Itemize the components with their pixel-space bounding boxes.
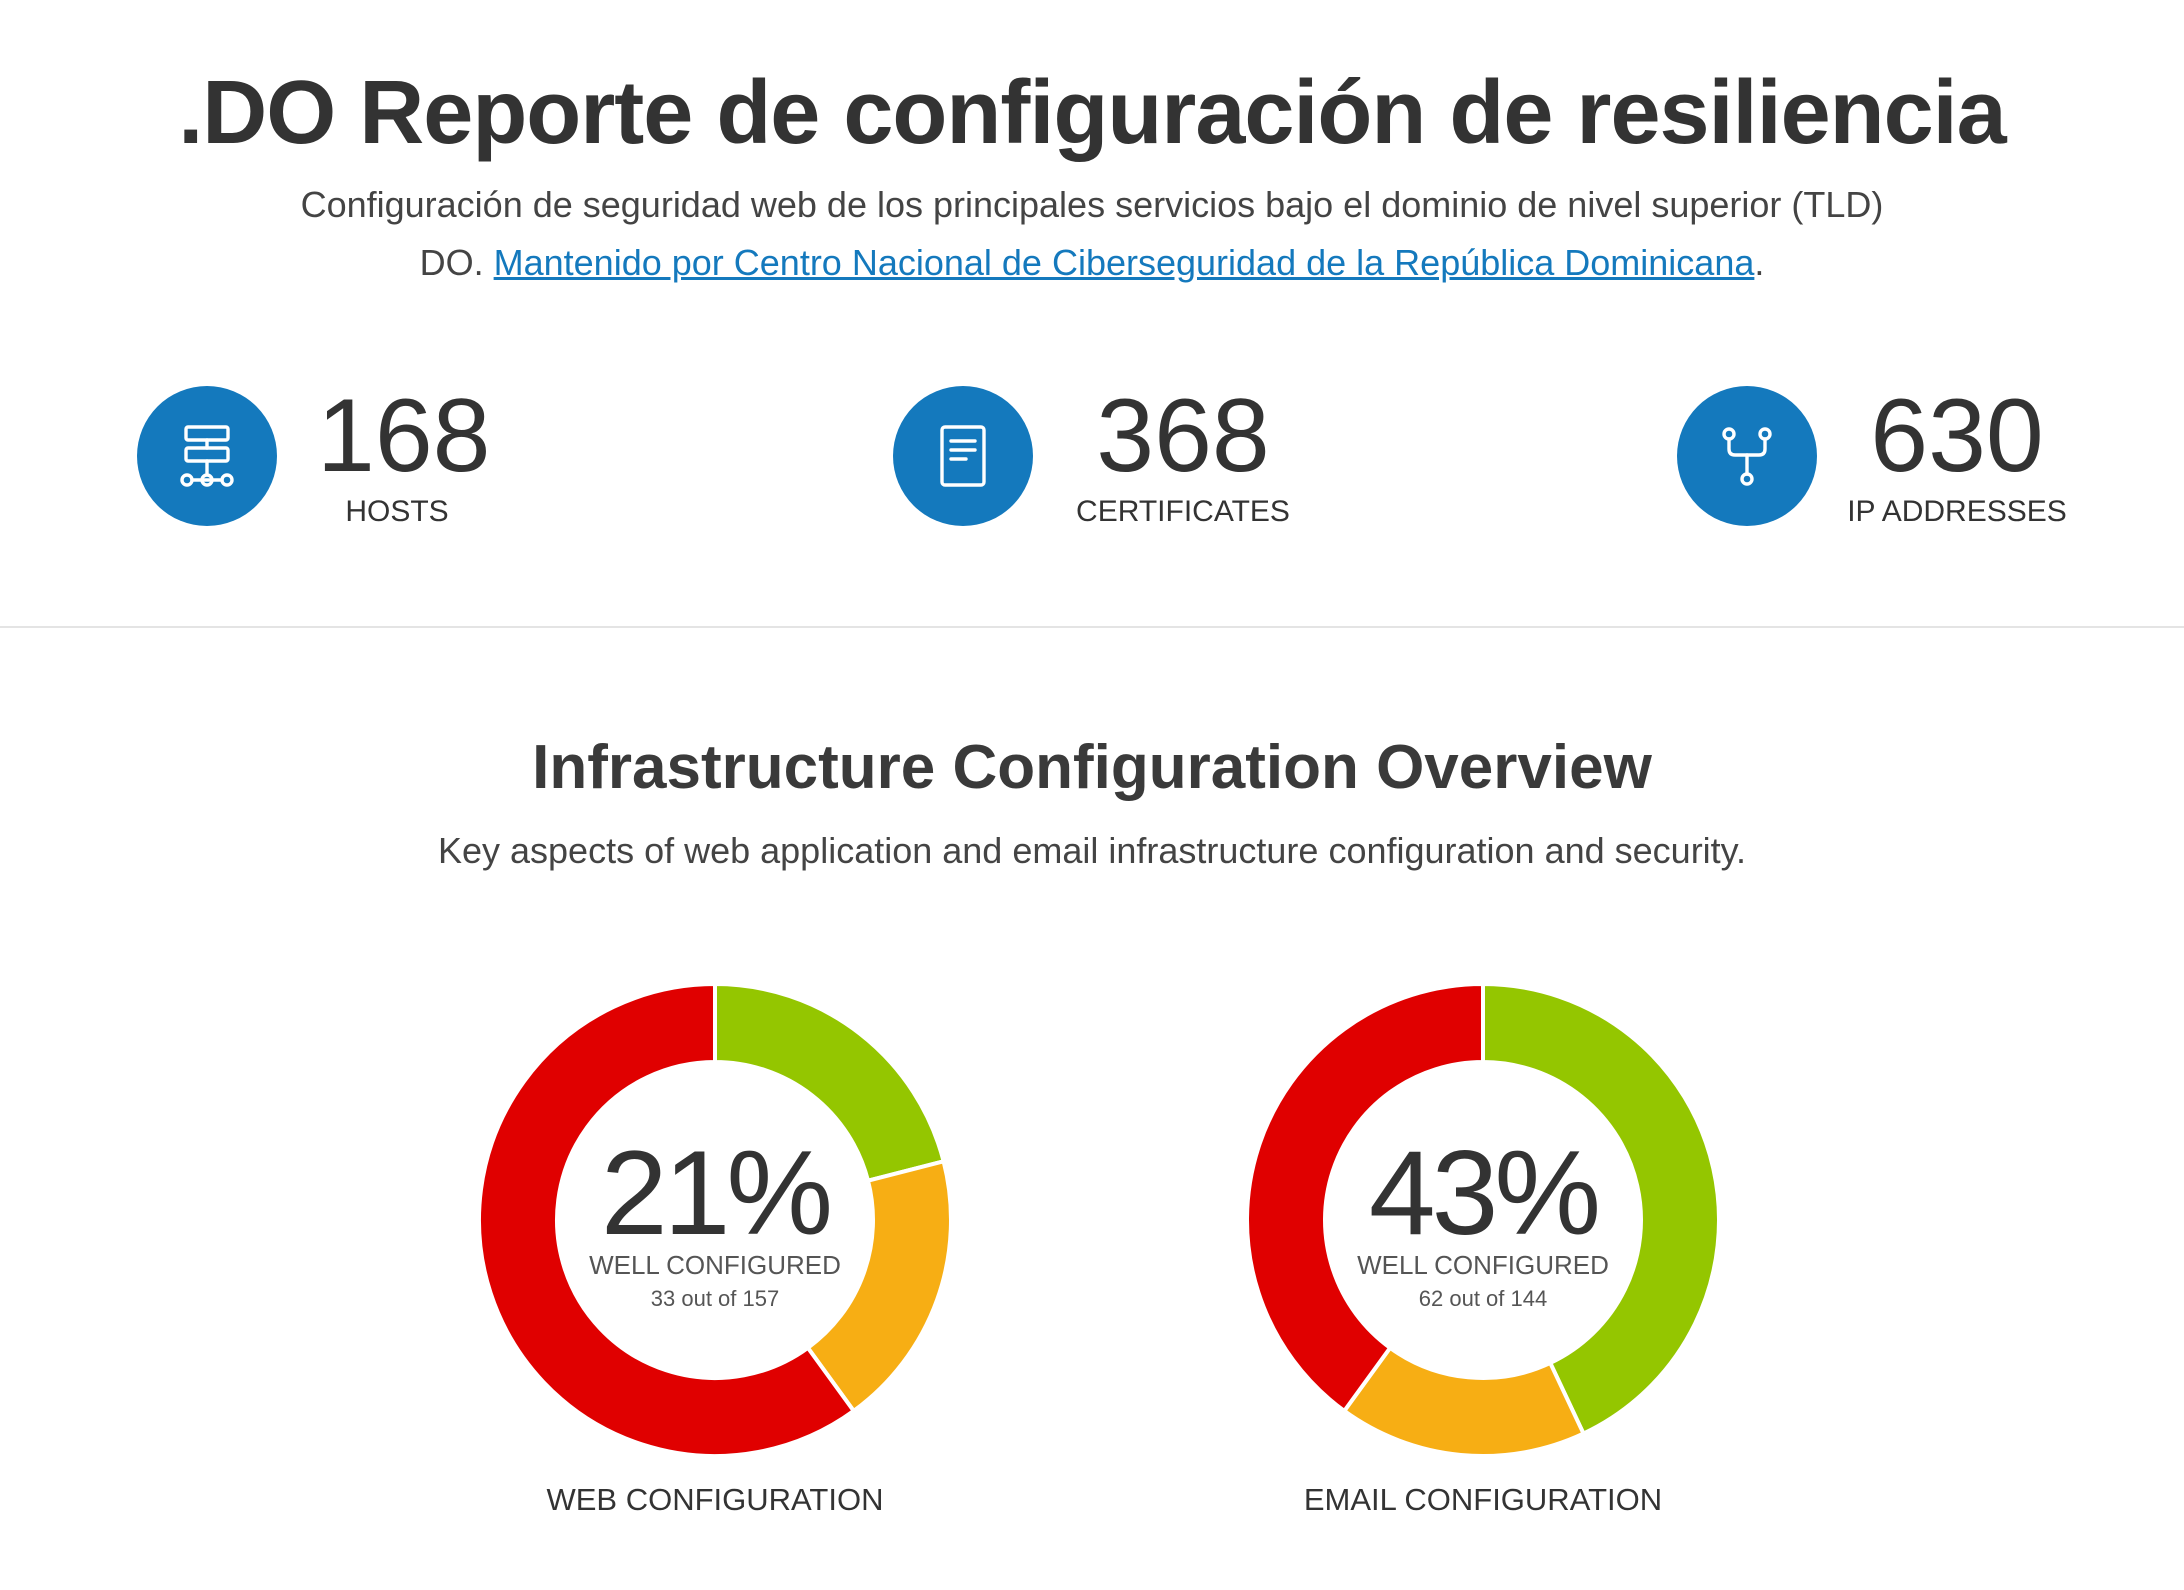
email-well-configured-label: WELL CONFIGURED — [1357, 1250, 1609, 1280]
email-slice-poorly-configured — [1245, 982, 1485, 1413]
page-title: .DO Reporte de configuración de resilien… — [178, 63, 2006, 163]
stat-hosts: 168 HOSTS — [137, 378, 557, 528]
subtitle-text: Configuración de seguridad web de los pr… — [300, 184, 1884, 283]
overview-title: Infrastructure Configuration Overview — [532, 733, 1652, 802]
email-slice-well-configured — [1481, 982, 1721, 1436]
web-configuration-chart — [477, 982, 953, 1458]
web-configuration-label: WEB CONFIGURATION — [546, 1482, 884, 1517]
stat-certificates-value: 368 — [1096, 378, 1270, 494]
ip-branch-icon — [1677, 386, 1817, 526]
stat-hosts-value: 168 — [317, 378, 491, 494]
web-slice-well-configured — [713, 982, 946, 1183]
certificate-document-icon — [893, 386, 1033, 526]
stat-hosts-label: HOSTS — [345, 495, 449, 528]
overview-subtitle: Key aspects of web application and email… — [437, 830, 1747, 871]
stat-certificates-label: CERTIFICATES — [1076, 495, 1290, 528]
web-well-configured-percent: 21% — [600, 1126, 833, 1260]
email-well-configured-count: 62 out of 144 — [1418, 1286, 1548, 1311]
web-slice-poorly-configured — [477, 982, 856, 1458]
web-well-configured-count: 33 out of 157 — [650, 1286, 780, 1311]
email-configuration-label: EMAIL CONFIGURATION — [1303, 1482, 1663, 1517]
web-well-configured-label: WELL CONFIGURED — [589, 1250, 841, 1280]
email-configuration-chart — [1245, 982, 1721, 1458]
email-configuration-donut: 43% WELL CONFIGURED 62 out of 144 — [1243, 980, 1723, 1460]
web-configuration-donut: 21% WELL CONFIGURED 33 out of 157 — [475, 980, 955, 1460]
page-subtitle: Configuración de seguridad web de los pr… — [300, 176, 1884, 292]
email-well-configured-percent: 43% — [1368, 1126, 1601, 1260]
server-network-icon — [137, 386, 277, 526]
stat-certificates: 368 CERTIFICATES — [893, 378, 1353, 528]
stat-ip-addresses: 630 IP ADDRESSES — [1677, 378, 2077, 528]
subtitle-suffix: . — [1754, 242, 1765, 283]
stat-ip-addresses-label: IP ADDRESSES — [1847, 495, 2067, 528]
maintainer-link[interactable]: Mantenido por Centro Nacional de Ciberse… — [493, 242, 1755, 283]
section-divider — [0, 626, 2184, 628]
stat-ip-addresses-value: 630 — [1870, 378, 2044, 494]
